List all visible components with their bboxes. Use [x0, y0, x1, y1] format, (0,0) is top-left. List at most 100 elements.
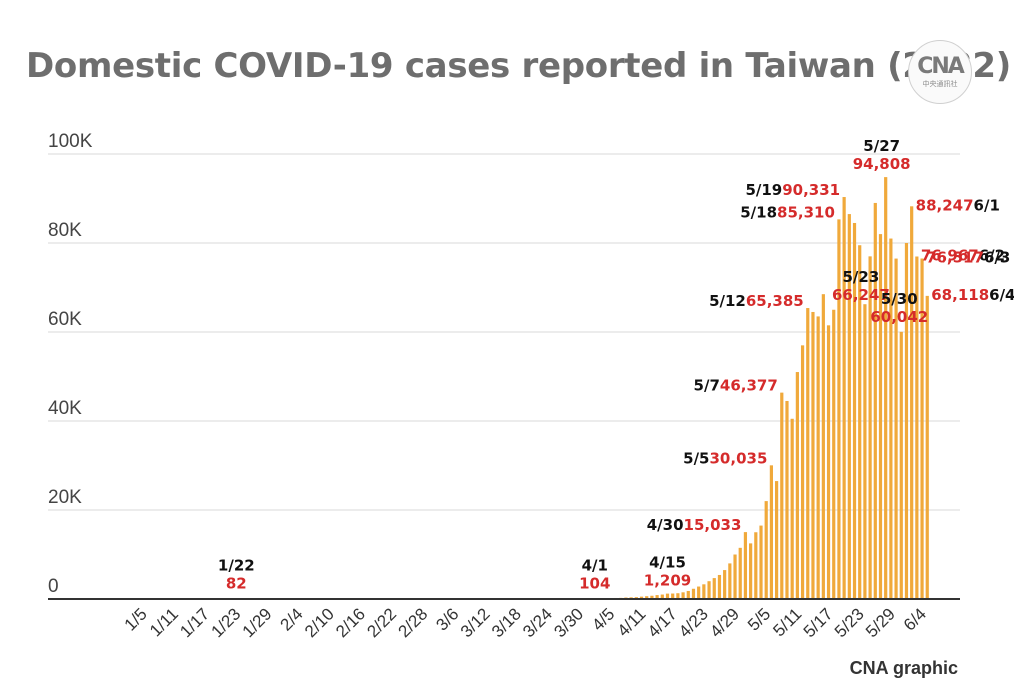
- bar: [707, 581, 711, 599]
- logo-mark: CNA: [917, 53, 965, 79]
- annotation-date: 5/5: [683, 449, 709, 467]
- annotation-value: 88,247: [916, 196, 974, 214]
- annotation-value: 90,331: [782, 181, 840, 199]
- bar: [863, 304, 867, 599]
- bar: [852, 222, 857, 599]
- bar: [800, 345, 805, 599]
- bar: [676, 593, 680, 599]
- bar: [749, 543, 753, 599]
- x-tick-label: 5/11: [769, 604, 805, 640]
- x-tick-label: 2/10: [301, 604, 338, 641]
- y-tick-label: 80K: [48, 220, 82, 241]
- bar: [806, 308, 810, 599]
- x-tick-label: 2/28: [395, 604, 432, 641]
- bar: [728, 563, 732, 599]
- bar: [904, 243, 909, 599]
- x-tick-label: 1/23: [208, 604, 245, 641]
- bar: [681, 592, 685, 599]
- bar: [884, 177, 888, 599]
- chart-title: Domestic COVID-19 cases reported in Taiw…: [26, 46, 1011, 86]
- bar: [655, 595, 659, 599]
- x-tick-label: 4/17: [644, 604, 681, 641]
- bar: [873, 202, 877, 599]
- x-tick-label: 1/11: [146, 604, 182, 640]
- annotation-value: 76,517: [926, 248, 984, 266]
- bar: [889, 238, 893, 600]
- bar: [894, 258, 898, 599]
- bar: [842, 197, 846, 600]
- bar: [847, 214, 851, 599]
- bar: [639, 596, 644, 599]
- bar: [645, 596, 649, 599]
- annotation-value: 46,377: [720, 377, 778, 395]
- bar: [785, 400, 789, 599]
- annotation-date: 4/15: [649, 554, 686, 572]
- bar: [858, 245, 862, 599]
- annotation-date: 6/1: [974, 196, 1000, 214]
- bar: [899, 331, 903, 599]
- x-tick-label: 4/29: [706, 604, 743, 641]
- bars-layer: [234, 177, 929, 600]
- bar: [723, 570, 727, 599]
- bar: [665, 593, 670, 599]
- bar: [811, 311, 815, 599]
- bar: [878, 234, 883, 599]
- bar: [868, 256, 872, 599]
- bar: [717, 574, 722, 599]
- annotation: 76,9676/2: [921, 246, 1005, 264]
- annotation: 88,2476/1: [916, 196, 1000, 214]
- bar: [821, 294, 825, 599]
- annotation-date: 5/19: [745, 181, 782, 199]
- annotation-value: 60,042: [870, 308, 928, 326]
- annotation-date: 5/30: [881, 290, 918, 308]
- annotation-date: 4/1: [582, 557, 608, 575]
- annotation: 5/530,035: [683, 449, 767, 467]
- annotation-value: 104: [579, 575, 610, 593]
- x-tick-label: 6/4: [900, 604, 930, 634]
- annotation: 5/1990,331: [745, 181, 840, 199]
- bar: [697, 586, 701, 599]
- annotation: 5/746,377: [694, 377, 778, 395]
- bar: [915, 256, 919, 599]
- annotation: 5/1885,310: [740, 203, 835, 221]
- annotation-value: 85,310: [777, 203, 835, 221]
- x-tick-label: 5/17: [800, 604, 837, 641]
- y-tick-label: 0: [48, 576, 59, 597]
- chart-credit: CNA graphic: [849, 658, 958, 678]
- annotation-date: 5/7: [694, 377, 720, 395]
- x-tick-label: 4/5: [588, 604, 618, 634]
- x-tick-label: 4/23: [675, 604, 712, 641]
- logo-subtitle: 中央通訊社: [922, 79, 958, 88]
- bar: [764, 501, 768, 599]
- bar: [832, 309, 836, 599]
- bar: [837, 219, 841, 600]
- x-tick-label: 2/16: [332, 604, 369, 641]
- bar: [795, 372, 799, 599]
- annotation-date: 4/30: [647, 516, 684, 534]
- annotation-date: 1/22: [218, 557, 255, 575]
- annotation-value: 76,967: [921, 246, 979, 264]
- bar: [754, 532, 758, 599]
- x-tick-label: 3/12: [457, 604, 494, 641]
- bar: [691, 588, 696, 599]
- bar: [733, 554, 737, 599]
- bar: [920, 258, 924, 599]
- bar: [816, 316, 820, 599]
- bar: [671, 593, 675, 599]
- x-tick-label: 5/5: [744, 604, 774, 634]
- annotation: 5/1265,385: [709, 292, 804, 310]
- bar: [925, 295, 929, 599]
- x-tick-label: 1/5: [121, 604, 151, 634]
- bar: [686, 590, 690, 599]
- annotation-date: 6/3: [984, 248, 1010, 266]
- x-tick-label: 1/29: [239, 604, 276, 641]
- bar: [738, 547, 742, 599]
- annotation-date: 6/2: [979, 246, 1005, 264]
- x-tick-label: 5/29: [862, 604, 899, 641]
- bar: [759, 525, 763, 599]
- annotation-value: 30,035: [710, 449, 768, 467]
- annotation-value: 82: [226, 575, 247, 593]
- x-tick-label: 3/30: [550, 604, 587, 641]
- annotation-date: 6/4: [989, 286, 1014, 304]
